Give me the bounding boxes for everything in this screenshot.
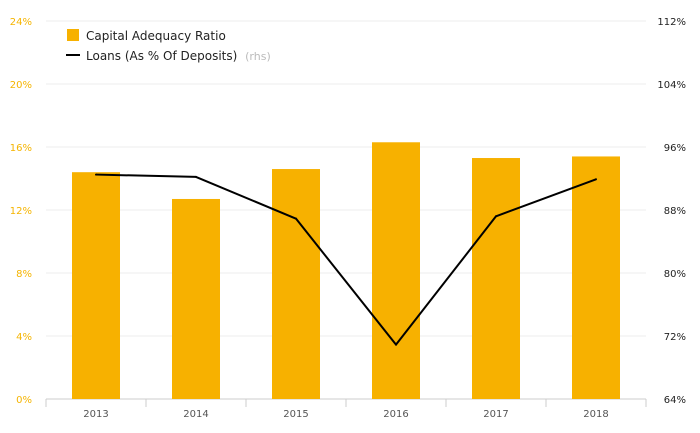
bar (372, 142, 420, 399)
right-tick-label: 96% (664, 143, 686, 154)
line-series (95, 173, 597, 346)
left-tick-label: 24% (10, 17, 32, 28)
right-tick-label: 72% (664, 332, 686, 343)
legend-label-line-suffix: (rhs) (245, 50, 271, 63)
legend-label-line-name: Loans (As % Of Deposits) (86, 49, 237, 63)
legend-label-bar: Capital Adequacy Ratio (86, 29, 226, 43)
x-tick-label: 2018 (583, 409, 608, 420)
line-point (195, 175, 197, 178)
axes: 0% 64% 4% 72% 8% 80% 12% 88% 16% 96% 20% 104% 24% 112… (10, 17, 686, 420)
left-tick-label: 0% (16, 395, 32, 406)
legend-label-line: Loans (As % Of Deposits) (rhs) (86, 49, 271, 63)
line-point (595, 178, 597, 181)
right-tick-label: 80% (664, 269, 686, 280)
right-tick-label: 104% (657, 80, 686, 91)
bar (572, 156, 620, 399)
x-tick-label: 2017 (483, 409, 508, 420)
left-tick-label: 4% (16, 332, 32, 343)
x-tick-label: 2015 (283, 409, 308, 420)
bar (72, 172, 120, 399)
legend-swatch-bar (67, 29, 79, 41)
legend: Capital Adequacy Ratio Loans (As % Of De… (66, 29, 271, 63)
bar (172, 198, 220, 399)
bar (472, 158, 520, 399)
gridlines (46, 20, 646, 400)
line-point (495, 215, 497, 218)
left-tick-label: 16% (10, 143, 32, 154)
left-tick-label: 12% (10, 206, 32, 217)
bar-series (72, 142, 620, 399)
left-tick-label: 8% (16, 269, 32, 280)
bar (272, 169, 320, 399)
line-point (295, 217, 297, 220)
x-tick-label: 2013 (83, 409, 108, 420)
right-tick-label: 112% (657, 17, 686, 28)
line-point (395, 343, 397, 346)
x-tick-label: 2014 (183, 409, 208, 420)
loans-line (95, 173, 597, 346)
right-tick-label: 64% (664, 395, 686, 406)
x-tick-label: 2016 (383, 409, 408, 420)
line-point (95, 173, 97, 176)
left-tick-label: 20% (10, 80, 32, 91)
right-tick-label: 88% (664, 206, 686, 217)
